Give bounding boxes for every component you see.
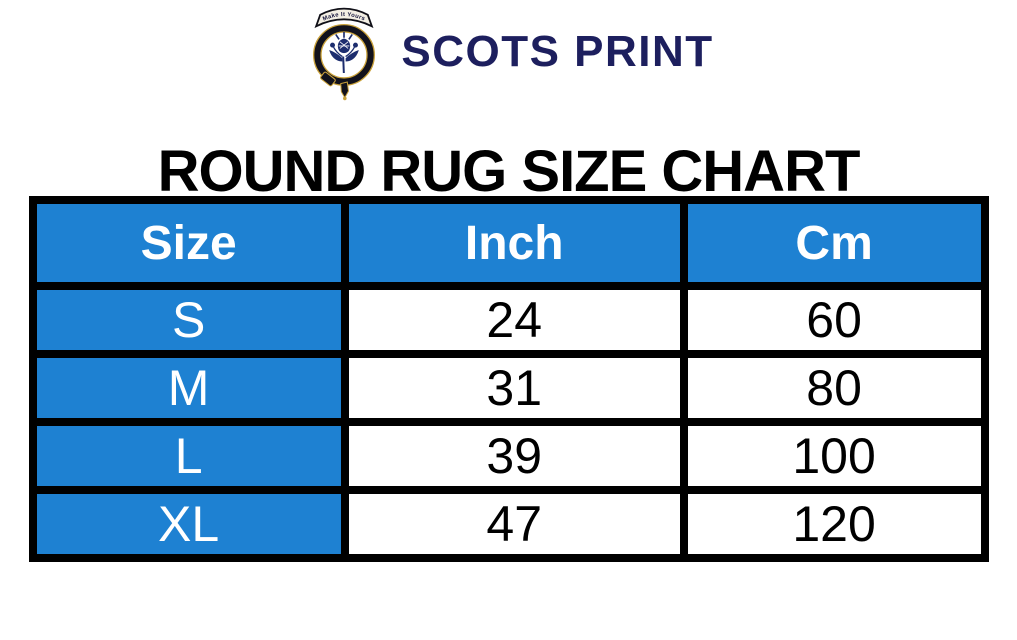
column-header-inch: Inch xyxy=(340,196,688,290)
size-chart-table: Size Inch Cm S 24 60 M 31 80 L 39 100 xyxy=(28,196,989,562)
crest-motto-text: Make It Yours xyxy=(322,12,366,23)
inch-value: 47 xyxy=(340,486,688,562)
size-label: XL xyxy=(28,486,349,562)
table-row-m: M 31 80 xyxy=(28,350,989,426)
crest-buckle xyxy=(320,71,350,100)
header-row: Size Inch Cm xyxy=(28,196,989,290)
inch-value: 39 xyxy=(340,418,688,494)
column-header-size: Size xyxy=(28,196,349,290)
scots-print-crest-icon: Make It Yours xyxy=(313,7,376,100)
inch-value: 24 xyxy=(340,282,688,358)
cm-value: 120 xyxy=(679,486,989,562)
size-label: S xyxy=(28,282,349,358)
table-row-xl: XL 47 120 xyxy=(28,486,989,562)
page-title: ROUND RUG SIZE CHART xyxy=(157,138,861,204)
table-row-l: L 39 100 xyxy=(28,418,989,494)
table-row-s: S 24 60 xyxy=(28,282,989,358)
cm-value: 80 xyxy=(679,350,989,426)
cm-value: 60 xyxy=(679,282,989,358)
cm-value: 100 xyxy=(679,418,989,494)
svg-text:Make It Yours: Make It Yours xyxy=(322,12,366,23)
size-label: M xyxy=(28,350,349,426)
thistle-icon xyxy=(329,31,360,73)
brand-wordmark: SCOTS PRINT xyxy=(401,27,714,76)
crest-banner-ribbon xyxy=(314,7,374,28)
inch-value: 31 xyxy=(340,350,688,426)
size-label: L xyxy=(28,418,349,494)
brand-header: Make It Yours xyxy=(0,0,1017,100)
column-header-cm: Cm xyxy=(679,196,989,290)
